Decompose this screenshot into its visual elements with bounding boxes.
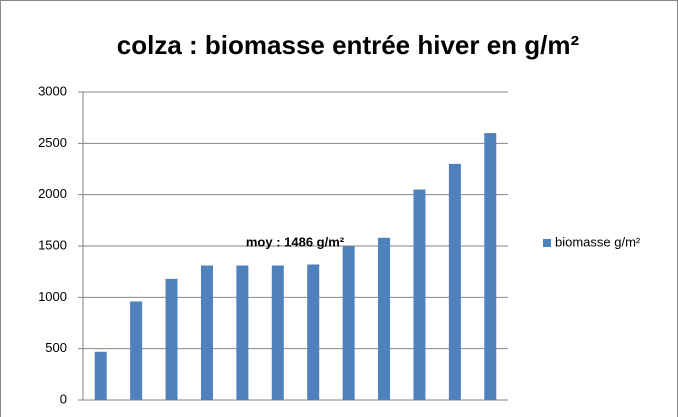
y-tick-label: 0 xyxy=(60,391,67,406)
bar xyxy=(378,237,391,400)
annotation: moy : 1486 g/m² xyxy=(246,234,345,249)
bar xyxy=(271,265,284,400)
bar xyxy=(307,264,320,400)
bar xyxy=(484,133,497,401)
y-tick-label: 2000 xyxy=(38,186,67,201)
legend-swatch xyxy=(543,239,551,247)
legend-label: biomasse g/m² xyxy=(555,234,641,249)
bar xyxy=(130,301,143,400)
bar xyxy=(94,351,107,400)
y-tick-label: 2500 xyxy=(38,135,67,150)
bar xyxy=(236,265,249,400)
chart-title: colza : biomasse entrée hiver en g/m² xyxy=(117,30,580,60)
bar xyxy=(448,163,461,400)
y-tick-label: 500 xyxy=(45,340,67,355)
bar xyxy=(165,278,178,400)
y-tick-label: 1500 xyxy=(38,237,67,252)
bar xyxy=(200,265,213,400)
bar xyxy=(342,246,355,400)
y-tick-label: 1000 xyxy=(38,289,67,304)
bar xyxy=(413,189,426,400)
y-tick-label: 3000 xyxy=(38,83,67,98)
